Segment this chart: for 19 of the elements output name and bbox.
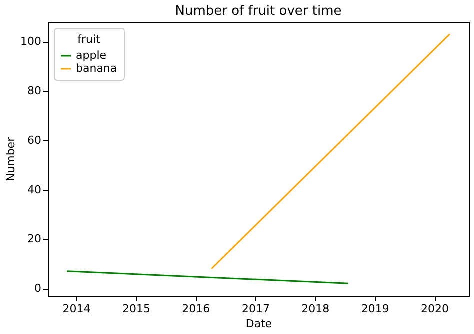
x-tick-label: 2019 [361,302,390,316]
y-tick-label: 80 [28,84,42,98]
x-tick-label: 2018 [302,302,330,316]
y-tick-label: 60 [28,134,42,147]
x-tick-label: 2015 [122,302,150,316]
chart-title: Number of fruit over time [175,4,342,19]
legend-label: apple [76,49,107,62]
x-axis-title: Date [246,318,272,330]
y-tick-label: 0 [34,282,42,296]
x-tick-label: 2016 [182,302,210,316]
x-tick-label: 2017 [242,302,270,316]
x-tick-label: 2020 [421,302,450,316]
x-tick-label: 2014 [62,302,91,316]
legend-label: banana [76,62,118,75]
y-axis-title: Number [4,136,18,182]
y-tick-label: 20 [28,232,42,246]
legend-title: fruit [78,33,102,46]
y-tick-label: 40 [28,183,42,196]
y-tick-label: 100 [20,35,42,48]
